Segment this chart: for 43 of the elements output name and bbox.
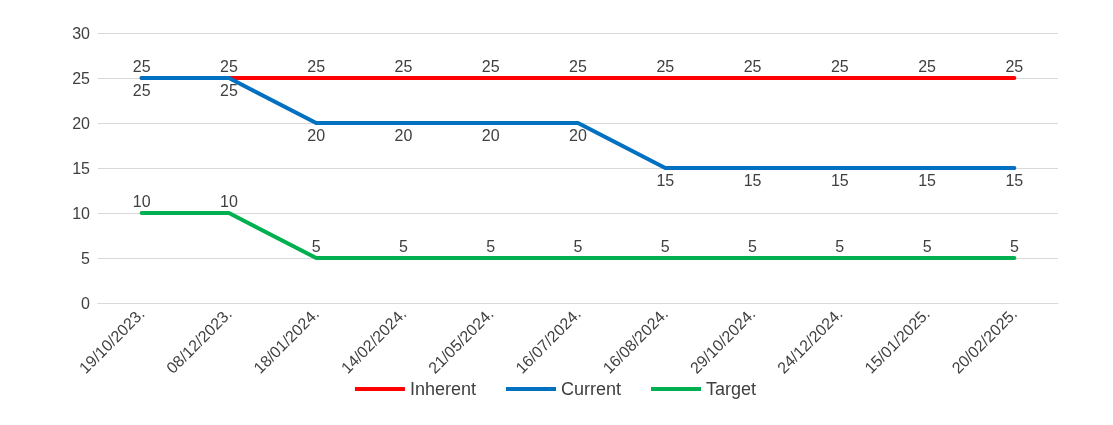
data-label: 25 (481, 57, 500, 75)
data-label: 5 (1009, 237, 1019, 255)
data-label: 25 (743, 57, 762, 75)
y-tick-label: 25 (72, 69, 91, 87)
data-label: 5 (660, 237, 670, 255)
data-label: 25 (656, 57, 675, 75)
data-label: 5 (573, 237, 583, 255)
data-label: 25 (394, 57, 413, 75)
data-label: 15 (918, 171, 937, 189)
y-tick-label: 0 (81, 294, 91, 312)
data-label: 10 (220, 192, 238, 210)
data-label: 5 (835, 237, 845, 255)
y-tick-label: 30 (72, 24, 91, 42)
data-label: 5 (748, 237, 758, 255)
data-label: 25 (132, 81, 151, 99)
y-tick-label: 5 (81, 249, 91, 267)
data-label: 5 (922, 237, 932, 255)
data-label: 15 (743, 171, 762, 189)
data-label: 25 (569, 57, 587, 75)
data-label: 20 (307, 126, 326, 144)
data-label: 25 (1005, 57, 1024, 75)
data-label: 20 (569, 126, 587, 144)
data-label: 25 (830, 57, 849, 75)
data-label: 5 (311, 237, 321, 255)
legend-label: Target (706, 379, 757, 399)
data-label: 25 (220, 81, 238, 99)
data-label: 25 (220, 57, 238, 75)
y-tick-label: 20 (72, 114, 91, 132)
data-label: 25 (132, 57, 151, 75)
y-tick-label: 15 (72, 159, 91, 177)
y-tick-label: 10 (72, 204, 91, 222)
data-label: 20 (481, 126, 500, 144)
data-label: 25 (307, 57, 326, 75)
data-label: 15 (830, 171, 849, 189)
data-label: 5 (399, 237, 408, 255)
data-label: 15 (1005, 171, 1024, 189)
data-label: 20 (394, 126, 413, 144)
data-label: 15 (656, 171, 675, 189)
legend-label: Current (561, 379, 622, 399)
data-label: 10 (132, 192, 151, 210)
data-label: 5 (486, 237, 496, 255)
data-label: 25 (918, 57, 937, 75)
legend-label: Inherent (409, 379, 477, 399)
